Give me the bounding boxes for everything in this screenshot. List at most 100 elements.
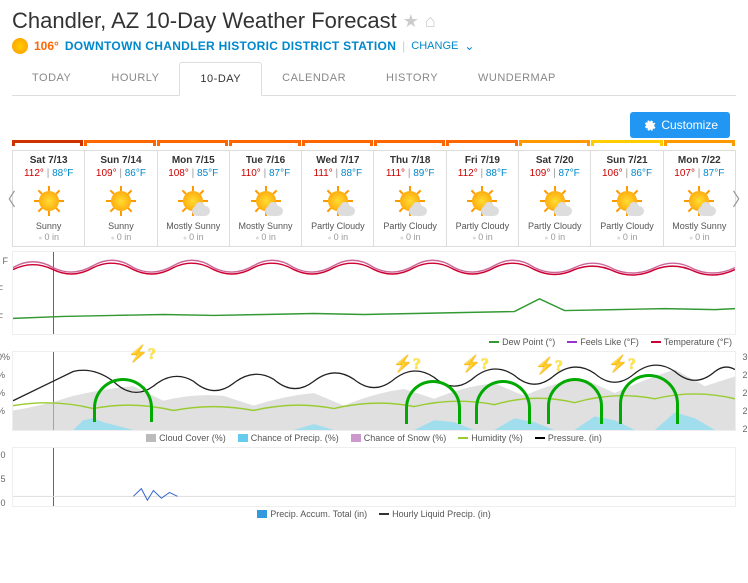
day-date: Mon 7/15 bbox=[160, 155, 227, 166]
day-date: Fri 7/19 bbox=[449, 155, 516, 166]
day-precip: 0 in bbox=[666, 232, 733, 242]
tab-calendar[interactable]: CALENDAR bbox=[262, 62, 366, 95]
day-card[interactable]: Fri 7/19 112° | 88°F Partly Cloudy 0 in bbox=[447, 150, 519, 247]
chart3-legend: Precip. Accum. Total (in) Hourly Liquid P… bbox=[12, 507, 736, 521]
current-temp: 106° bbox=[34, 39, 59, 53]
weather-icon bbox=[593, 183, 660, 219]
prev-arrow-icon[interactable]: 〈 bbox=[0, 182, 20, 216]
day-card[interactable]: Sun 7/21 106° | 86°F Partly Cloudy 0 in bbox=[591, 150, 663, 247]
next-arrow-icon[interactable]: 〉 bbox=[728, 182, 748, 216]
legend-item: Temperature (°F) bbox=[651, 337, 732, 347]
day-precip: 0 in bbox=[232, 232, 299, 242]
day-temps: 109° | 87°F bbox=[521, 168, 588, 179]
favorite-icon[interactable]: ★ bbox=[403, 11, 419, 32]
customize-label: Customize bbox=[661, 118, 718, 132]
day-condition: Sunny bbox=[15, 221, 82, 231]
day-card[interactable]: Sat 7/20 109° | 87°F Partly Cloudy 0 in bbox=[519, 150, 591, 247]
legend-item: Chance of Snow (%) bbox=[351, 433, 447, 443]
day-temps: 110° | 87°F bbox=[232, 168, 299, 179]
y-axis-label-right: 29.91 bbox=[742, 370, 748, 380]
y-axis-label: 80 F bbox=[0, 284, 3, 294]
day-temps: 111° | 88°F bbox=[304, 168, 371, 179]
weather-icon bbox=[232, 183, 299, 219]
legend-item: Dew Point (°) bbox=[489, 337, 555, 347]
day-date: Sun 7/14 bbox=[87, 155, 154, 166]
weather-icon bbox=[15, 183, 82, 219]
y-axis-label-right: 30.00 bbox=[742, 352, 748, 362]
day-condition: Partly Cloudy bbox=[304, 221, 371, 231]
weather-icon bbox=[376, 183, 443, 219]
legend-item: Precip. Accum. Total (in) bbox=[257, 509, 367, 519]
y-axis-label: 50% bbox=[0, 388, 5, 398]
day-condition: Partly Cloudy bbox=[376, 221, 443, 231]
temperature-chart: 100 F80 F60 F bbox=[12, 251, 736, 335]
legend-item: Humidity (%) bbox=[458, 433, 523, 443]
day-precip: 0 in bbox=[449, 232, 516, 242]
day-date: Thu 7/18 bbox=[376, 155, 443, 166]
precipitation-chart: 100%75%50%25%0%30.0029.9129.8229.7329.65… bbox=[12, 351, 736, 431]
y-axis-label-right: 29.73 bbox=[742, 406, 748, 416]
weather-icon bbox=[160, 183, 227, 219]
divider: | bbox=[402, 39, 405, 53]
day-date: Sat 7/20 bbox=[521, 155, 588, 166]
station-link[interactable]: DOWNTOWN CHANDLER HISTORIC DISTRICT STAT… bbox=[65, 39, 396, 53]
weather-icon bbox=[87, 183, 154, 219]
tab-hourly[interactable]: HOURLY bbox=[91, 62, 179, 95]
tab-history[interactable]: HISTORY bbox=[366, 62, 458, 95]
day-card[interactable]: Wed 7/17 111° | 88°F Partly Cloudy 0 in bbox=[302, 150, 374, 247]
day-condition: Mostly Sunny bbox=[160, 221, 227, 231]
weather-icon bbox=[666, 183, 733, 219]
day-precip: 0 in bbox=[15, 232, 82, 242]
day-condition: Partly Cloudy bbox=[521, 221, 588, 231]
tab-10-day[interactable]: 10-DAY bbox=[179, 62, 262, 96]
day-date: Wed 7/17 bbox=[304, 155, 371, 166]
legend-item: Cloud Cover (%) bbox=[146, 433, 226, 443]
chart2-legend: Cloud Cover (%) Chance of Precip. (%) Chan… bbox=[12, 431, 736, 445]
day-temps: 112° | 88°F bbox=[449, 168, 516, 179]
day-condition: Partly Cloudy bbox=[593, 221, 660, 231]
tab-today[interactable]: TODAY bbox=[12, 62, 91, 95]
y-axis-label: 60 F bbox=[0, 312, 3, 322]
day-card[interactable]: Mon 7/22 107° | 87°F Mostly Sunny 0 in bbox=[664, 150, 736, 247]
y-axis-label-right: 29.82 bbox=[742, 388, 748, 398]
day-precip: 0 in bbox=[304, 232, 371, 242]
page-title: Chandler, AZ 10-Day Weather Forecast bbox=[12, 8, 397, 34]
day-card[interactable]: Sat 7/13 112° | 88°F Sunny 0 in bbox=[12, 150, 85, 247]
legend-item: Feels Like (°F) bbox=[567, 337, 639, 347]
y-axis-label: 25% bbox=[0, 406, 5, 416]
day-date: Tue 7/16 bbox=[232, 155, 299, 166]
day-temps: 107° | 87°F bbox=[666, 168, 733, 179]
gear-icon bbox=[642, 118, 656, 132]
day-precip: 0 in bbox=[160, 232, 227, 242]
accum-chart: 1.00.50.0 bbox=[12, 447, 736, 507]
day-condition: Partly Cloudy bbox=[449, 221, 516, 231]
legend-item: Pressure. (in) bbox=[535, 433, 602, 443]
legend-item: Hourly Liquid Precip. (in) bbox=[379, 509, 491, 519]
day-date: Sat 7/13 bbox=[15, 155, 82, 166]
day-condition: Mostly Sunny bbox=[666, 221, 733, 231]
legend-item: Chance of Precip. (%) bbox=[238, 433, 339, 443]
day-precip: 0 in bbox=[593, 232, 660, 242]
chevron-down-icon[interactable]: ⌄ bbox=[464, 39, 474, 53]
customize-button[interactable]: Customize bbox=[630, 112, 730, 138]
change-station-link[interactable]: CHANGE bbox=[411, 40, 458, 52]
day-precip: 0 in bbox=[87, 232, 154, 242]
y-axis-label: 0.0 bbox=[0, 498, 6, 508]
y-axis-label: 1.0 bbox=[0, 450, 6, 460]
day-temps: 111° | 89°F bbox=[376, 168, 443, 179]
tab-wundermap[interactable]: WUNDERMAP bbox=[458, 62, 576, 95]
forecast-row: 〈 〉 Sat 7/13 112° | 88°F Sunny 0 in Sun … bbox=[12, 150, 736, 247]
day-temps: 112° | 88°F bbox=[15, 168, 82, 179]
day-temps: 109° | 86°F bbox=[87, 168, 154, 179]
day-card[interactable]: Sun 7/14 109° | 86°F Sunny 0 in bbox=[85, 150, 157, 247]
day-temps: 106° | 86°F bbox=[593, 168, 660, 179]
day-card[interactable]: Thu 7/18 111° | 89°F Partly Cloudy 0 in bbox=[374, 150, 446, 247]
day-card[interactable]: Mon 7/15 108° | 85°F Mostly Sunny 0 in bbox=[158, 150, 230, 247]
day-condition: Mostly Sunny bbox=[232, 221, 299, 231]
day-card[interactable]: Tue 7/16 110° | 87°F Mostly Sunny 0 in bbox=[230, 150, 302, 247]
y-axis-label: 100% bbox=[0, 352, 10, 362]
weather-icon bbox=[304, 183, 371, 219]
current-condition-icon bbox=[12, 38, 28, 54]
y-axis-label: 100 F bbox=[0, 256, 8, 266]
home-icon[interactable]: ⌂ bbox=[425, 11, 436, 32]
